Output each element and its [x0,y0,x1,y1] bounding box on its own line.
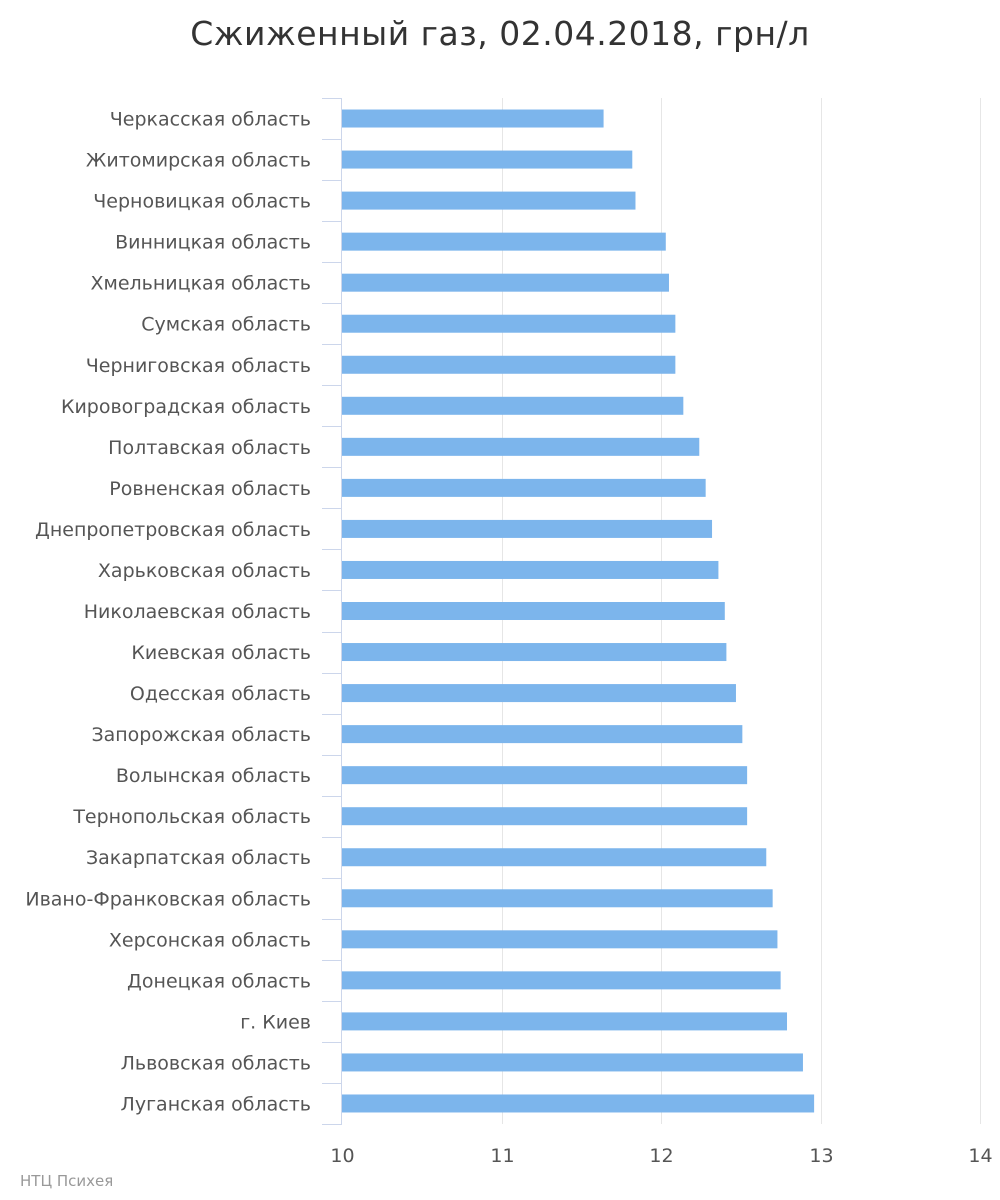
category-label: Ивано-Франковская область [25,888,311,910]
x-tick-label: 11 [490,1145,514,1167]
category-label: Черниговская область [86,355,311,377]
category-label: Тернопольская область [72,806,311,828]
category-label: Донецкая область [127,970,311,992]
category-label: Житомирская область [86,150,311,172]
category-label: Хмельницкая область [90,273,311,295]
bar[interactable] [342,519,713,538]
category-label: Полтавская область [108,437,311,459]
bar[interactable] [342,971,781,990]
bar[interactable] [342,1012,788,1031]
category-label: Луганская область [121,1093,311,1115]
bar[interactable] [342,848,767,867]
category-label: Черновицкая область [93,191,311,213]
bar[interactable] [342,560,719,579]
category-label: Запорожская область [91,724,311,746]
category-label: Херсонская область [109,929,311,951]
x-tick-label: 14 [968,1145,992,1167]
bars [342,109,815,1113]
category-label: Харьковская область [98,560,311,582]
bar[interactable] [342,766,748,785]
bar[interactable] [342,643,727,662]
x-tick-label: 10 [330,1145,354,1167]
bar[interactable] [342,232,666,251]
bar[interactable] [342,478,706,497]
bar[interactable] [342,355,676,374]
bar[interactable] [342,273,669,292]
credits[interactable]: НТЦ Психея [20,1172,114,1190]
bar[interactable] [342,602,725,620]
bar[interactable] [342,684,736,703]
category-label: г. Киев [240,1011,311,1033]
category-label: Закарпатская область [86,847,311,869]
value-axis-labels: 10 11 12 13 14 [330,1145,992,1167]
bar[interactable] [342,437,700,456]
x-tick-label: 12 [649,1145,673,1167]
category-label: Черкасская область [110,109,311,131]
bar[interactable] [342,109,604,128]
category-label: Сумская область [141,314,311,336]
bar[interactable] [342,725,743,744]
category-label: Львовская область [121,1052,311,1074]
category-label: Одесская область [130,683,311,705]
x-tick-label: 13 [809,1145,833,1167]
category-label: Днепропетровская область [35,519,311,541]
category-label: Николаевская область [84,601,311,623]
category-label: Кировоградская область [61,396,311,418]
category-label: Винницкая область [115,232,311,254]
bar[interactable] [342,807,748,826]
category-label: Волынская область [116,765,311,787]
category-axis [322,98,342,1125]
bar[interactable] [342,889,773,908]
category-label: Киевская область [131,642,311,664]
category-label: Ровненская область [109,478,311,500]
bar[interactable] [342,150,633,169]
bar[interactable] [342,1053,803,1072]
bar[interactable] [342,930,778,949]
chart-title: Сжиженный газ, 02.04.2018, грн/л [190,14,810,53]
bar[interactable] [342,191,636,210]
category-labels: Черкасская область Житомирская область Чер… [25,109,311,1116]
bar[interactable] [342,1094,815,1113]
bar[interactable] [342,396,684,415]
bar[interactable] [342,314,676,333]
